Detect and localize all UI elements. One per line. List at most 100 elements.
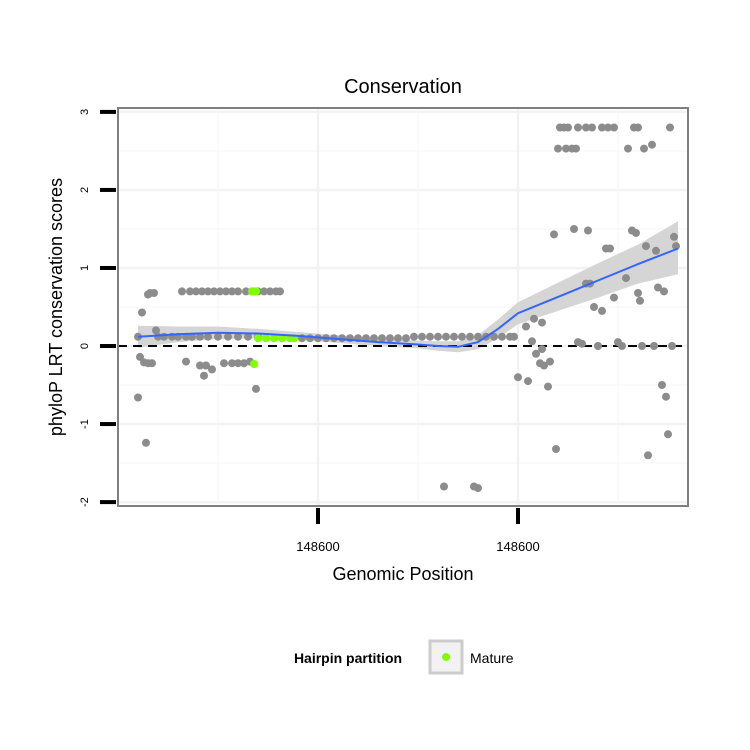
point-other-23 bbox=[204, 287, 212, 296]
point-other-69 bbox=[426, 332, 434, 341]
point-other-51 bbox=[244, 332, 252, 341]
x-tick-label-1: 148600 bbox=[496, 539, 539, 554]
point-other-21 bbox=[192, 287, 200, 296]
point-mature-2 bbox=[252, 287, 260, 296]
point-other-18 bbox=[148, 359, 156, 368]
point-other-135 bbox=[642, 242, 650, 251]
point-other-85 bbox=[524, 377, 532, 386]
point-other-90 bbox=[544, 382, 552, 391]
point-other-47 bbox=[204, 332, 212, 341]
point-other-132 bbox=[636, 296, 644, 305]
x-axis-label: Genomic Position bbox=[332, 564, 473, 584]
point-other-100 bbox=[564, 123, 572, 132]
point-other-66 bbox=[402, 334, 410, 343]
point-other-131 bbox=[634, 289, 642, 297]
point-other-141 bbox=[658, 381, 666, 389]
point-other-95 bbox=[546, 357, 554, 366]
point-other-38 bbox=[202, 361, 210, 370]
point-other-9 bbox=[150, 289, 158, 297]
point-other-107 bbox=[578, 339, 586, 348]
point-other-127 bbox=[622, 274, 630, 283]
point-other-96 bbox=[550, 230, 558, 239]
point-other-29 bbox=[242, 287, 250, 296]
point-other-80 bbox=[440, 482, 448, 491]
point-other-83 bbox=[510, 332, 518, 341]
legend-key-mature-swatch bbox=[442, 653, 450, 661]
point-other-102 bbox=[562, 144, 570, 153]
y-axis: -2 -1 0 1 2 3 bbox=[79, 109, 116, 507]
point-other-147 bbox=[670, 232, 678, 241]
point-mature-4 bbox=[254, 334, 262, 343]
point-other-109 bbox=[582, 123, 590, 132]
point-other-12 bbox=[160, 332, 168, 341]
point-other-105 bbox=[570, 225, 578, 233]
point-other-64 bbox=[386, 334, 394, 343]
point-other-138 bbox=[652, 246, 660, 255]
point-other-19 bbox=[178, 287, 186, 296]
point-mature-5 bbox=[262, 334, 270, 343]
point-other-145 bbox=[666, 123, 674, 132]
point-other-43 bbox=[234, 359, 242, 368]
plot-panel-border bbox=[117, 107, 689, 507]
point-other-44 bbox=[240, 359, 248, 368]
point-other-67 bbox=[410, 332, 418, 341]
point-other-50 bbox=[234, 332, 242, 341]
point-other-124 bbox=[610, 293, 618, 302]
point-other-120 bbox=[594, 342, 602, 350]
point-mature-3 bbox=[250, 360, 258, 368]
point-mature-7 bbox=[278, 334, 286, 343]
point-other-72 bbox=[450, 332, 458, 341]
point-other-121 bbox=[598, 306, 606, 315]
point-other-97 bbox=[552, 445, 560, 453]
point-other-2 bbox=[136, 352, 144, 361]
y-tick-label-0: -2 bbox=[79, 497, 91, 507]
point-mature-6 bbox=[270, 334, 278, 343]
point-other-48 bbox=[214, 332, 222, 341]
chart-title: Conservation bbox=[344, 76, 462, 98]
x-axis: 148600 148600 bbox=[296, 508, 540, 554]
points-layer bbox=[134, 123, 680, 493]
point-other-112 bbox=[604, 123, 612, 132]
y-tick-label-5: 3 bbox=[79, 109, 91, 115]
point-other-39 bbox=[208, 365, 216, 374]
point-other-20 bbox=[186, 287, 194, 296]
point-other-75 bbox=[474, 332, 482, 341]
smooth-line bbox=[137, 247, 679, 348]
point-other-78 bbox=[498, 332, 506, 341]
point-other-89 bbox=[540, 361, 548, 370]
point-other-54 bbox=[306, 334, 314, 343]
point-other-22 bbox=[198, 287, 206, 296]
point-other-27 bbox=[228, 287, 236, 296]
point-other-126 bbox=[618, 342, 626, 350]
point-other-108 bbox=[574, 123, 582, 132]
point-other-119 bbox=[590, 303, 598, 311]
point-other-146 bbox=[668, 342, 676, 350]
point-other-41 bbox=[220, 359, 228, 368]
point-other-137 bbox=[648, 140, 656, 149]
point-other-94 bbox=[538, 318, 546, 327]
point-other-24 bbox=[210, 287, 218, 296]
point-other-26 bbox=[222, 287, 230, 296]
y-tick-label-4: 2 bbox=[79, 187, 91, 193]
point-other-5 bbox=[134, 393, 142, 402]
point-other-33 bbox=[266, 287, 274, 296]
point-other-71 bbox=[442, 332, 450, 341]
point-other-68 bbox=[418, 332, 426, 341]
point-other-142 bbox=[660, 287, 668, 296]
point-other-25 bbox=[216, 287, 224, 296]
point-other-77 bbox=[490, 332, 498, 341]
point-other-32 bbox=[260, 287, 268, 296]
point-other-46 bbox=[252, 384, 260, 393]
point-other-40 bbox=[200, 371, 208, 380]
point-other-113 bbox=[610, 123, 618, 132]
point-other-73 bbox=[458, 332, 466, 341]
point-other-118 bbox=[584, 226, 592, 235]
point-other-128 bbox=[624, 144, 632, 153]
point-other-74 bbox=[466, 332, 474, 341]
point-other-110 bbox=[588, 123, 596, 132]
x-tick-label-0: 148600 bbox=[296, 539, 339, 554]
point-other-123 bbox=[606, 244, 614, 253]
point-other-134 bbox=[640, 144, 648, 153]
point-other-28 bbox=[234, 287, 242, 296]
point-other-148 bbox=[672, 242, 680, 251]
